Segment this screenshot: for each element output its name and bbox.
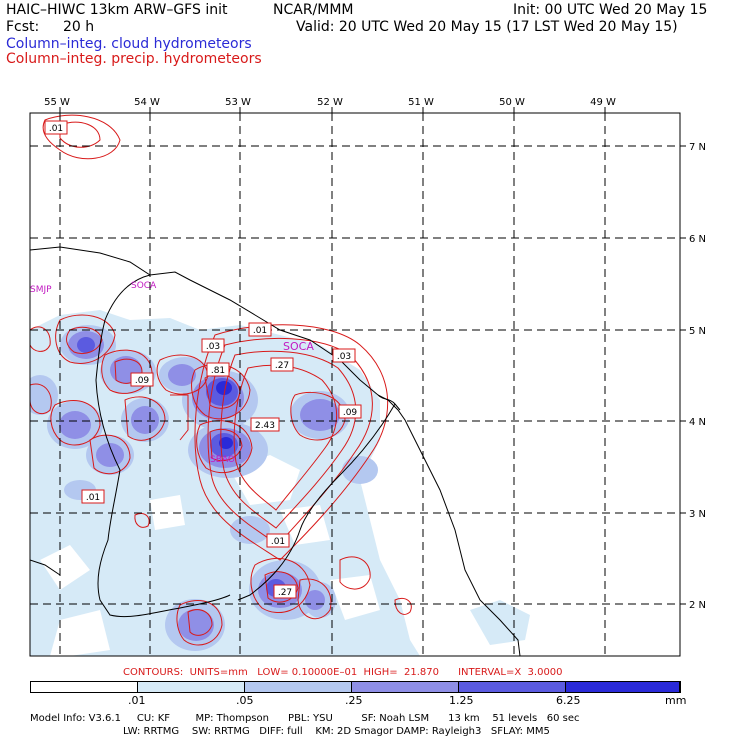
contour-info: CONTOURS: UNITS=mm LOW= 0.10000E–01 HIGH… bbox=[123, 667, 563, 678]
colorbar-unit: mm bbox=[665, 694, 687, 707]
contour-label: 2.43 bbox=[250, 417, 280, 432]
station-soca-2: SOCA bbox=[283, 340, 314, 353]
svg-text:.27: .27 bbox=[275, 361, 289, 371]
station-smjp: SMJP bbox=[30, 285, 52, 295]
contour-label: .03 bbox=[332, 348, 356, 363]
contour-label: .09 bbox=[130, 372, 154, 387]
svg-text:.01: .01 bbox=[86, 493, 100, 503]
svg-text:.03: .03 bbox=[206, 342, 220, 352]
svg-text:.01: .01 bbox=[253, 326, 267, 336]
coastlines bbox=[30, 246, 521, 656]
lat-label-5n: 5 N bbox=[689, 326, 706, 337]
station-soca-1: SOCA bbox=[131, 281, 157, 291]
contour-label: .27 bbox=[273, 584, 297, 599]
contour-label: .09 bbox=[338, 404, 362, 419]
map-title: HAIC–HIWC 13km ARW–GFS init bbox=[6, 2, 228, 18]
contour-label: .01 bbox=[248, 322, 272, 337]
lon-label-53w: 53 W bbox=[225, 97, 251, 108]
lon-label-49w: 49 W bbox=[590, 97, 616, 108]
colorbar-tick: .25 bbox=[345, 694, 363, 707]
colorbar-tick: .05 bbox=[236, 694, 254, 707]
colorbar-bin bbox=[458, 681, 566, 693]
svg-text:.27: .27 bbox=[278, 588, 292, 598]
lon-label-55w: 55 W bbox=[44, 97, 70, 108]
legend-precip: Column–integ. precip. hydrometeors bbox=[6, 51, 262, 67]
svg-text:.09: .09 bbox=[343, 408, 358, 418]
lat-label-3n: 3 N bbox=[689, 509, 706, 520]
contour-labels: .01 .01 .03 .03 .09 .81 .27 .09 2.43 .01… bbox=[44, 120, 362, 599]
contour-label: .01 bbox=[44, 120, 68, 135]
contour-label: .27 bbox=[270, 357, 294, 372]
lon-label-51w: 51 W bbox=[408, 97, 434, 108]
svg-text:.81: .81 bbox=[211, 366, 225, 376]
station-sbao: SBAO bbox=[210, 455, 235, 465]
colorbar-tick: 1.25 bbox=[449, 694, 474, 707]
model-info-line1: Model Info: V3.6.1 CU: KF MP: Thompson P… bbox=[30, 713, 580, 724]
map-frame bbox=[29, 112, 681, 657]
svg-text:.01: .01 bbox=[271, 537, 285, 547]
colorbar-frame bbox=[30, 681, 680, 693]
contour-label: .03 bbox=[201, 338, 225, 353]
valid-time: Valid: 20 UTC Wed 20 May 15 (17 LST Wed … bbox=[296, 19, 678, 35]
model-info-line2: LW: RRTMG SW: RRTMG DIFF: full KM: 2D Sm… bbox=[123, 726, 550, 737]
lon-label-54w: 54 W bbox=[134, 97, 160, 108]
colorbar-bin bbox=[244, 681, 352, 693]
center-label: NCAR/MMM bbox=[273, 2, 354, 18]
colorbar-bin bbox=[565, 681, 681, 693]
lat-label-4n: 4 N bbox=[689, 417, 706, 428]
contour-label: .01 bbox=[81, 489, 105, 504]
colorbar-bin bbox=[351, 681, 459, 693]
lat-label-2n: 2 N bbox=[689, 600, 706, 611]
lat-label-6n: 6 N bbox=[689, 234, 706, 245]
svg-text:.01: .01 bbox=[49, 124, 63, 134]
forecast-hour: 20 h bbox=[63, 19, 95, 35]
contour-label: .81 bbox=[206, 362, 230, 377]
legend-cloud: Column–integ. cloud hydrometeors bbox=[6, 36, 252, 52]
frame-ticks bbox=[59, 107, 686, 605]
colorbar-bin bbox=[137, 681, 245, 693]
forecast-label: Fcst: bbox=[6, 19, 40, 35]
lon-label-52w: 52 W bbox=[317, 97, 343, 108]
init-time: Init: 00 UTC Wed 20 May 15 bbox=[513, 2, 708, 18]
lat-label-7n: 7 N bbox=[689, 142, 706, 153]
lon-label-50w: 50 W bbox=[499, 97, 525, 108]
svg-text:.03: .03 bbox=[337, 352, 351, 362]
contour-label: .01 bbox=[266, 533, 290, 548]
latlon-grid bbox=[30, 113, 680, 656]
svg-text:2.43: 2.43 bbox=[255, 421, 275, 431]
svg-text:.09: .09 bbox=[135, 376, 150, 386]
colorbar-tick: 6.25 bbox=[556, 694, 581, 707]
cloud-shading bbox=[30, 310, 530, 656]
colorbar-tick: .01 bbox=[128, 694, 146, 707]
